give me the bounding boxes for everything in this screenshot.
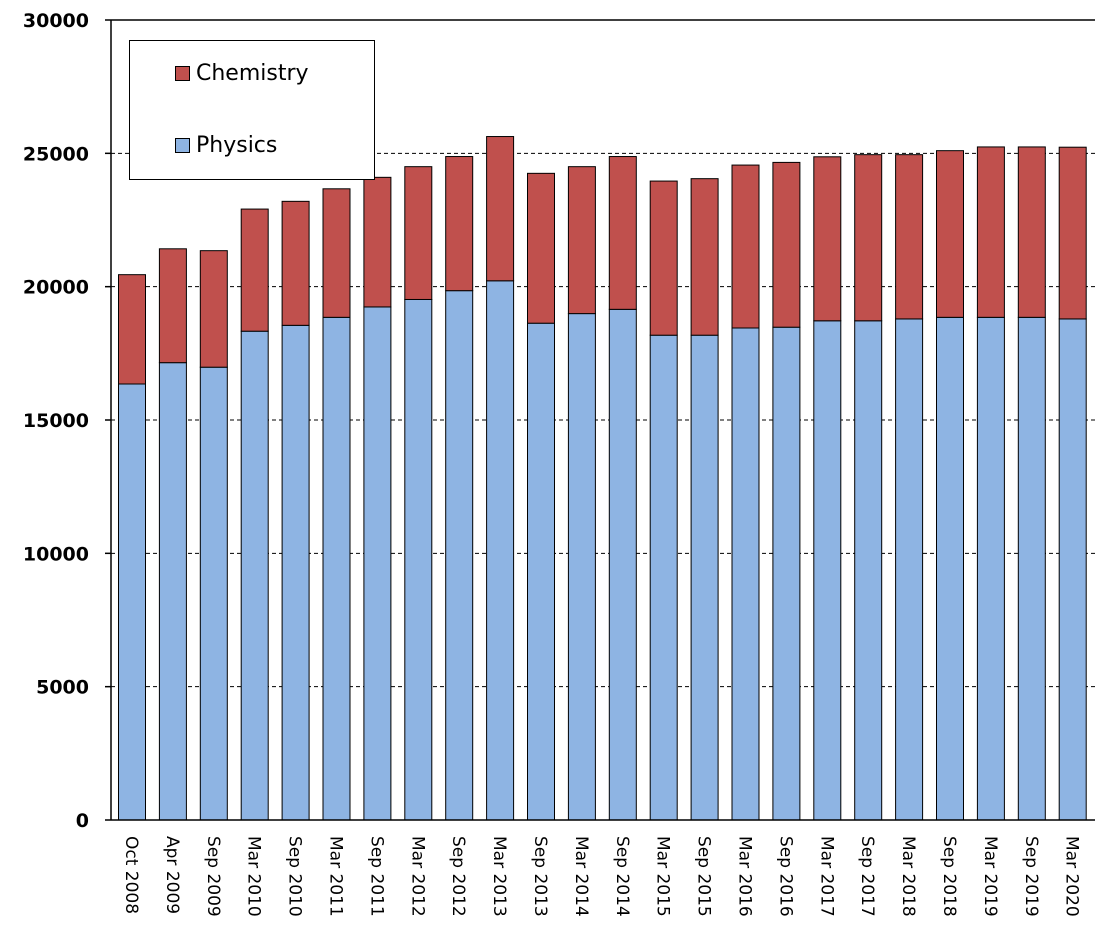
- bar-chemistry-14: [690, 178, 719, 336]
- bar-chemistry-22: [1017, 146, 1046, 318]
- x-tick-label: Sep 2011: [366, 836, 386, 917]
- x-tick-label: Mar 2013: [489, 836, 509, 917]
- x-tick-label: Sep 2019: [1021, 836, 1041, 917]
- bar-physics-6: [363, 306, 392, 821]
- bar-chemistry-20: [936, 150, 964, 318]
- bar-chemistry-18: [854, 154, 883, 322]
- bar-physics-7: [404, 298, 433, 821]
- bars: [118, 136, 1087, 821]
- x-tick-label: Mar 2016: [735, 836, 755, 917]
- legend-swatch-chemistry: [175, 66, 190, 81]
- x-tick-label: Mar 2014: [571, 836, 591, 917]
- bar-physics-21: [976, 316, 1005, 821]
- x-tick-labels: Oct 2008 Apr 2009 Sep 2009 Mar 2010 Sep 2010…: [121, 836, 1082, 917]
- x-tick-label: Mar 2010: [244, 836, 264, 917]
- bar-chemistry-9: [486, 136, 515, 282]
- y-tick-label: 15000: [23, 410, 89, 432]
- bar-chemistry-21: [976, 146, 1005, 318]
- x-tick-label: Sep 2015: [694, 836, 714, 917]
- x-tick-label: Apr 2009: [162, 836, 182, 914]
- bar-chemistry-6: [363, 176, 392, 308]
- bar-physics-14: [690, 334, 719, 821]
- bar-chemistry-23: [1058, 146, 1087, 320]
- bar-physics-10: [527, 322, 555, 821]
- x-tick-label: Sep 2012: [448, 836, 468, 917]
- bar-physics-19: [895, 318, 924, 821]
- x-tick-label: Oct 2008: [121, 836, 141, 914]
- bar-chemistry-13: [649, 180, 678, 336]
- x-tick-label: Mar 2017: [816, 836, 836, 917]
- bar-chemistry-16: [772, 161, 801, 328]
- bar-physics-13: [649, 334, 678, 821]
- x-tick-label: Sep 2014: [612, 836, 632, 917]
- bar-chemistry-4: [281, 200, 310, 326]
- bar-physics-16: [772, 326, 801, 821]
- x-tick-label: Mar 2015: [653, 836, 673, 917]
- legend-label-chemistry: Chemistry: [196, 61, 309, 86]
- bar-chemistry-2: [199, 250, 228, 368]
- x-tick-label: Sep 2018: [939, 836, 959, 917]
- bar-chemistry-0: [118, 274, 146, 385]
- x-tick-label: Mar 2011: [326, 836, 346, 917]
- x-tick-label: Sep 2017: [857, 836, 877, 917]
- axes: [105, 19, 1095, 821]
- bar-physics-5: [322, 316, 351, 821]
- bar-chemistry-10: [527, 172, 555, 324]
- bar-chemistry-12: [608, 156, 637, 310]
- bar-physics-8: [445, 290, 474, 821]
- legend-item-physics: Physics: [175, 133, 277, 158]
- y-tick-label: 20000: [23, 277, 89, 299]
- legend-label-physics: Physics: [196, 133, 278, 158]
- y-tick-label: 0: [76, 810, 89, 832]
- x-tick-label: Mar 2012: [407, 836, 427, 917]
- x-tick-label: Sep 2013: [530, 836, 550, 917]
- x-tick-label: Sep 2010: [285, 836, 305, 917]
- bar-chemistry-11: [567, 166, 596, 315]
- bar-physics-2: [199, 366, 228, 821]
- bar-chemistry-3: [240, 208, 269, 332]
- x-tick-label: Mar 2020: [1062, 836, 1082, 917]
- bar-physics-4: [281, 324, 310, 821]
- bar-physics-1: [158, 362, 187, 821]
- bar-chemistry-7: [404, 166, 433, 300]
- bar-physics-12: [608, 308, 637, 821]
- bar-physics-15: [731, 327, 760, 821]
- bar-physics-23: [1058, 318, 1087, 821]
- bar-chemistry-19: [895, 154, 924, 320]
- y-tick-label: 25000: [23, 143, 89, 165]
- bar-physics-17: [813, 320, 842, 821]
- x-tick-label: Sep 2009: [203, 836, 223, 917]
- bar-physics-22: [1017, 316, 1046, 821]
- bar-physics-18: [854, 320, 883, 821]
- legend-swatch-physics: [175, 138, 190, 153]
- y-tick-label: 10000: [23, 543, 89, 565]
- bar-chemistry-17: [813, 156, 842, 322]
- legend-item-chemistry: Chemistry: [175, 61, 309, 86]
- bar-physics-9: [486, 280, 515, 821]
- y-tick-label: 5000: [36, 677, 89, 699]
- bar-physics-20: [936, 316, 964, 821]
- legend: Chemistry Physics: [129, 40, 375, 180]
- bar-physics-3: [240, 330, 269, 821]
- y-tick-label: 30000: [23, 10, 89, 32]
- x-tick-label: Mar 2018: [898, 836, 918, 917]
- bar-chemistry-5: [322, 188, 351, 318]
- x-tick-label: Mar 2019: [980, 836, 1000, 917]
- bar-chemistry-8: [445, 156, 474, 292]
- bar-physics-0: [118, 383, 146, 821]
- x-tick-label: Sep 2016: [775, 836, 795, 917]
- y-tick-labels: 0 5000 10000 15000 20000 25000 30000: [23, 10, 89, 832]
- bar-chemistry-15: [731, 164, 760, 329]
- bar-physics-11: [567, 313, 596, 821]
- bar-chemistry-1: [158, 248, 187, 364]
